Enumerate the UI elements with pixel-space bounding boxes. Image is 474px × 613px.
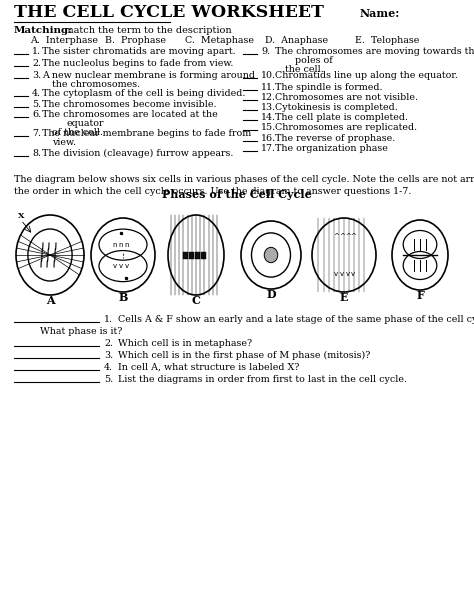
Text: Cytokinesis is completed.: Cytokinesis is completed. xyxy=(275,103,398,112)
Text: v: v xyxy=(346,271,350,277)
Text: THE CELL CYCLE WORKSHEET: THE CELL CYCLE WORKSHEET xyxy=(14,4,324,21)
Text: The organization phase: The organization phase xyxy=(275,144,388,153)
Text: ^: ^ xyxy=(350,233,356,238)
Text: X: X xyxy=(18,212,25,220)
Text: 7.: 7. xyxy=(32,129,41,138)
Text: F: F xyxy=(416,290,424,301)
Text: 5.: 5. xyxy=(32,100,41,109)
Text: n: n xyxy=(125,242,129,248)
Text: the chromosomes.: the chromosomes. xyxy=(52,80,140,89)
Text: 5.: 5. xyxy=(104,375,113,384)
Text: v: v xyxy=(119,263,123,269)
Text: 16.: 16. xyxy=(261,134,276,143)
Text: The chromosomes are moving towards the: The chromosomes are moving towards the xyxy=(275,47,474,56)
Text: 11.: 11. xyxy=(261,83,276,92)
Text: 6.: 6. xyxy=(32,110,41,119)
Text: v: v xyxy=(113,263,117,269)
Text: 1.: 1. xyxy=(32,47,41,56)
Text: Chromosomes are not visible.: Chromosomes are not visible. xyxy=(275,93,418,102)
Text: ^: ^ xyxy=(339,233,345,238)
Text: List the diagrams in order from first to last in the cell cycle.: List the diagrams in order from first to… xyxy=(118,375,407,384)
Text: n: n xyxy=(119,242,123,248)
Text: 12.: 12. xyxy=(261,93,276,102)
Text: The cell plate is completed.: The cell plate is completed. xyxy=(275,113,408,122)
Text: Chromosomes are replicated.: Chromosomes are replicated. xyxy=(275,123,417,132)
Text: The nucleolus begins to fade from view.: The nucleolus begins to fade from view. xyxy=(42,59,233,68)
Text: ^: ^ xyxy=(333,233,339,238)
Text: A new nuclear membrane is forming around: A new nuclear membrane is forming around xyxy=(42,71,255,80)
Bar xyxy=(183,251,189,259)
Text: 4.: 4. xyxy=(32,89,41,98)
Text: C.  Metaphase: C. Metaphase xyxy=(185,36,254,45)
Text: A: A xyxy=(46,295,55,306)
Text: The reverse of prophase.: The reverse of prophase. xyxy=(275,134,395,143)
Text: of the cell.: of the cell. xyxy=(52,128,103,137)
Text: 10.: 10. xyxy=(261,71,276,80)
Text: 17.: 17. xyxy=(261,144,276,153)
Text: Which cell is in the first phase of M phase (mitosis)?: Which cell is in the first phase of M ph… xyxy=(118,351,370,360)
Text: view.: view. xyxy=(52,138,76,147)
Text: match the term to the description: match the term to the description xyxy=(58,26,232,35)
Text: 3.: 3. xyxy=(104,351,113,360)
Text: B.  Prophase: B. Prophase xyxy=(105,36,166,45)
Text: The diagram below shows six cells in various phases of the cell cycle. Note the : The diagram below shows six cells in var… xyxy=(14,175,474,197)
Text: v: v xyxy=(334,271,338,277)
Bar xyxy=(190,251,194,259)
Text: Name:: Name: xyxy=(360,8,400,19)
Text: the cell.: the cell. xyxy=(285,65,324,74)
Text: ^: ^ xyxy=(345,233,351,238)
Text: E.  Telophase: E. Telophase xyxy=(355,36,419,45)
Text: 14.: 14. xyxy=(261,113,276,122)
Text: Chromatids line up along the equator.: Chromatids line up along the equator. xyxy=(275,71,458,80)
Text: 15.: 15. xyxy=(261,123,276,132)
Text: 4.: 4. xyxy=(104,363,113,372)
Text: In cell A, what structure is labeled X?: In cell A, what structure is labeled X? xyxy=(118,363,300,372)
Text: v: v xyxy=(125,263,129,269)
Text: The spindle is formed.: The spindle is formed. xyxy=(275,83,383,92)
Text: The division (cleavage) furrow appears.: The division (cleavage) furrow appears. xyxy=(42,149,233,158)
Bar xyxy=(195,251,201,259)
Text: 8.: 8. xyxy=(32,149,41,158)
Text: 3.: 3. xyxy=(32,71,41,80)
Text: 2.: 2. xyxy=(104,339,113,348)
Text: D.  Anaphase: D. Anaphase xyxy=(265,36,328,45)
Text: 9.: 9. xyxy=(261,47,270,56)
Text: 1.: 1. xyxy=(104,315,113,324)
Text: v: v xyxy=(351,271,355,277)
Text: A.  Interphase: A. Interphase xyxy=(30,36,98,45)
Text: Phases of the Cell Cycle: Phases of the Cell Cycle xyxy=(162,189,312,200)
Text: 13.: 13. xyxy=(261,103,276,112)
Text: 2.: 2. xyxy=(32,59,41,68)
Text: The cytoplasm of the cell is being divided.: The cytoplasm of the cell is being divid… xyxy=(42,89,246,98)
Text: equator: equator xyxy=(67,119,104,128)
Text: The chromosomes are located at the: The chromosomes are located at the xyxy=(42,110,218,119)
Text: poles of: poles of xyxy=(295,56,333,65)
Text: Which cell is in metaphase?: Which cell is in metaphase? xyxy=(118,339,252,348)
Text: The chromosomes become invisible.: The chromosomes become invisible. xyxy=(42,100,217,109)
Ellipse shape xyxy=(264,248,278,262)
Text: The nuclear membrane begins to fade from: The nuclear membrane begins to fade from xyxy=(42,129,251,138)
Text: v: v xyxy=(340,271,344,277)
Text: n: n xyxy=(113,242,117,248)
Text: D: D xyxy=(266,289,276,300)
Text: Matching:: Matching: xyxy=(14,26,73,35)
Text: The sister chromatids are moving apart.: The sister chromatids are moving apart. xyxy=(42,47,236,56)
Bar xyxy=(201,251,207,259)
Text: E: E xyxy=(340,292,348,303)
Text: C: C xyxy=(191,295,201,306)
Text: What phase is it?: What phase is it? xyxy=(40,327,122,336)
Text: Cells A & F show an early and a late stage of the same phase of the cell cycle.: Cells A & F show an early and a late sta… xyxy=(118,315,474,324)
Text: B: B xyxy=(118,292,128,303)
